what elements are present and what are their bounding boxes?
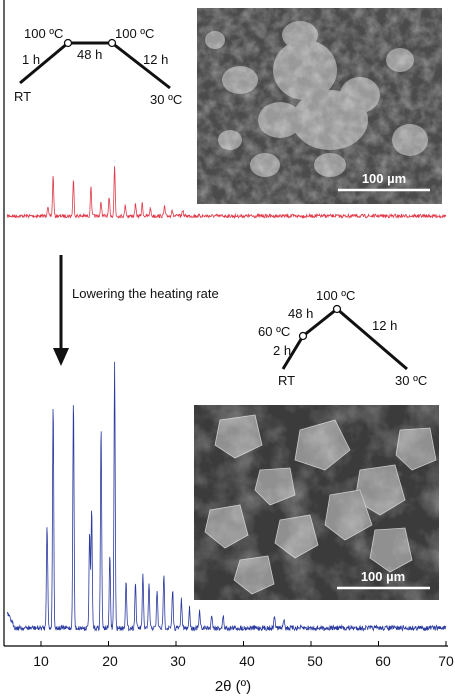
program1-node-a [63,38,73,48]
heating-program-1: 100 ºC 100 ºC 1 h 48 h 12 h RT 30 ºC [14,26,182,107]
heating-program-2: 100 ºC 48 h 60 ºC 12 h 2 h RT 30 ºC [258,288,427,388]
sem-image-2-texture [194,405,439,600]
program2-node-a [298,331,308,341]
series-line-bottom-pattern [6,361,447,632]
x-tick-label-70: 70 [438,653,454,669]
sem-image-1-scale-label: 100 µm [362,171,406,186]
program2-node-b [332,304,342,314]
arrow-label: Lowering the heating rate [72,286,219,301]
program1-t2: 12 h [143,52,168,67]
sem-image-1-texture [197,8,442,204]
program2-t3: 12 h [372,318,397,333]
x-tick-labels: 10 20 30 40 50 60 70 [33,653,454,669]
x-axis-title: 2θ (º) [215,678,251,695]
program2-temp1: 60 ºC [258,324,290,339]
program1-final: 30 ºC [150,92,182,107]
program2-t1: 2 h [273,343,291,358]
x-tick-label-40: 40 [239,653,255,669]
x-tick-label-30: 30 [170,653,186,669]
x-ticks [40,641,447,646]
program1-profile [19,41,171,90]
arrow-head [53,348,69,366]
program1-temp2: 100 ºC [115,26,154,41]
x-tick-label-60: 60 [375,653,391,669]
x-tick-label-10: 10 [33,653,49,669]
x-tick-label-20: 20 [102,653,118,669]
program1-hold: 48 h [77,47,102,62]
sem-image-1: 100 µm [197,8,442,204]
program1-node-b [107,38,117,48]
program2-final: 30 ºC [395,373,427,388]
program1-t1: 1 h [22,52,40,67]
program1-rt: RT [14,89,31,104]
sem-image-2: 100 µm [194,405,439,600]
program2-rt: RT [278,373,295,388]
lowering-arrow: Lowering the heating rate [53,255,219,366]
program2-t2: 48 h [288,306,313,321]
x-tick-label-50: 50 [307,653,323,669]
series-line-top-pattern [6,166,447,220]
program2-profile [281,307,408,371]
axes [3,0,448,647]
sem-image-2-scale-label: 100 µm [361,569,405,584]
program1-temp1: 100 ºC [24,26,63,41]
program2-temp2: 100 ºC [316,288,355,303]
